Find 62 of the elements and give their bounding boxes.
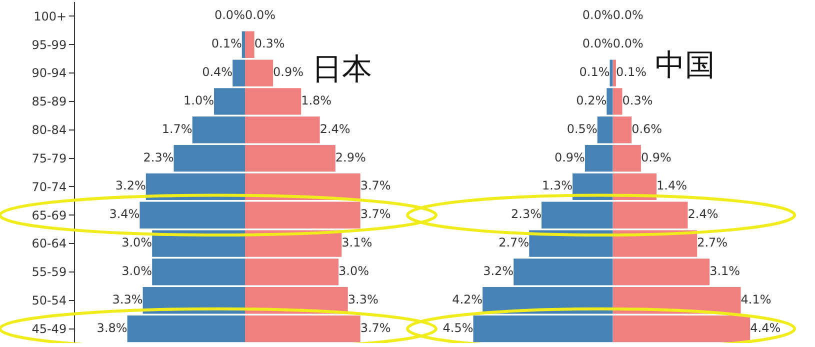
data-label: 0.1% [211,36,242,51]
data-label: 3.4% [109,207,140,222]
y-tick-label: 60-64 [32,236,67,251]
y-tick-label: 45-49 [32,322,67,336]
y-tick-label: 50-54 [32,294,67,308]
data-label: 3.3% [112,292,143,306]
data-label: 0.0% [582,36,613,51]
y-tick-label: 95-99 [32,38,67,52]
data-label: 1.7% [162,122,192,136]
data-label: 4.5% [442,320,474,335]
data-label: 4.1% [740,292,772,306]
data-label: 0.4% [202,65,233,80]
data-label: 3.0% [338,264,370,278]
data-label: 0.9% [554,150,585,164]
y-tick-label: 55-59 [32,265,67,280]
data-label: 1.8% [301,93,332,108]
data-label: 1.3% [542,178,573,193]
y-tick-label: 100+ [34,9,67,24]
data-label: 4.4% [750,320,781,335]
data-label: 3.2% [115,178,146,193]
data-label: 2.3% [511,207,542,222]
data-label: 3.0% [122,236,152,250]
data-label: 3.7% [360,207,391,222]
data-label: 0.0% [612,36,644,51]
data-label: 2.4% [688,207,718,222]
text: 日本 [312,52,372,87]
data-label: 0.0% [582,8,613,22]
data-label: 3.3% [348,292,378,306]
data-label: 3.1% [710,264,740,278]
data-label: 0.0% [214,8,245,22]
data-label: 0.5% [566,122,598,136]
data-label: 3.2% [483,264,514,278]
data-label: 3.0% [122,264,152,278]
y-tick-label: 65-69 [32,208,67,222]
data-label: 0.0% [612,8,644,22]
data-label: 2.7% [697,236,728,250]
data-label: 3.7% [360,178,391,193]
data-label: 0.3% [622,93,653,108]
text: 中国 [655,48,715,83]
data-label: 2.7% [498,236,530,250]
data-label: 3.7% [360,320,391,335]
data-label: 0.0% [244,8,276,22]
y-tick-label: 75-79 [32,151,67,166]
y-tick-label: 80-84 [32,123,67,138]
data-label: 0.6% [632,122,662,136]
data-label: 0.9% [273,65,304,80]
data-label: 3.1% [342,236,372,250]
data-label: 4.2% [452,292,483,306]
data-label: 2.4% [320,122,350,136]
data-label: 0.1% [616,65,646,80]
y-tick-label: 70-74 [32,180,67,194]
data-label: 0.9% [640,150,672,164]
y-tick-label: 90-94 [32,66,67,80]
data-label: 0.2% [576,93,607,108]
y-tick-label: 85-89 [32,94,67,109]
data-label: 0.3% [254,36,285,51]
data-label: 3.8% [96,320,128,335]
data-label: 1.4% [656,178,688,193]
data-label: 0.1% [579,65,610,80]
data-label: 2.9% [335,150,366,164]
data-label: 1.0% [184,93,214,108]
data-label: 2.3% [143,150,174,164]
